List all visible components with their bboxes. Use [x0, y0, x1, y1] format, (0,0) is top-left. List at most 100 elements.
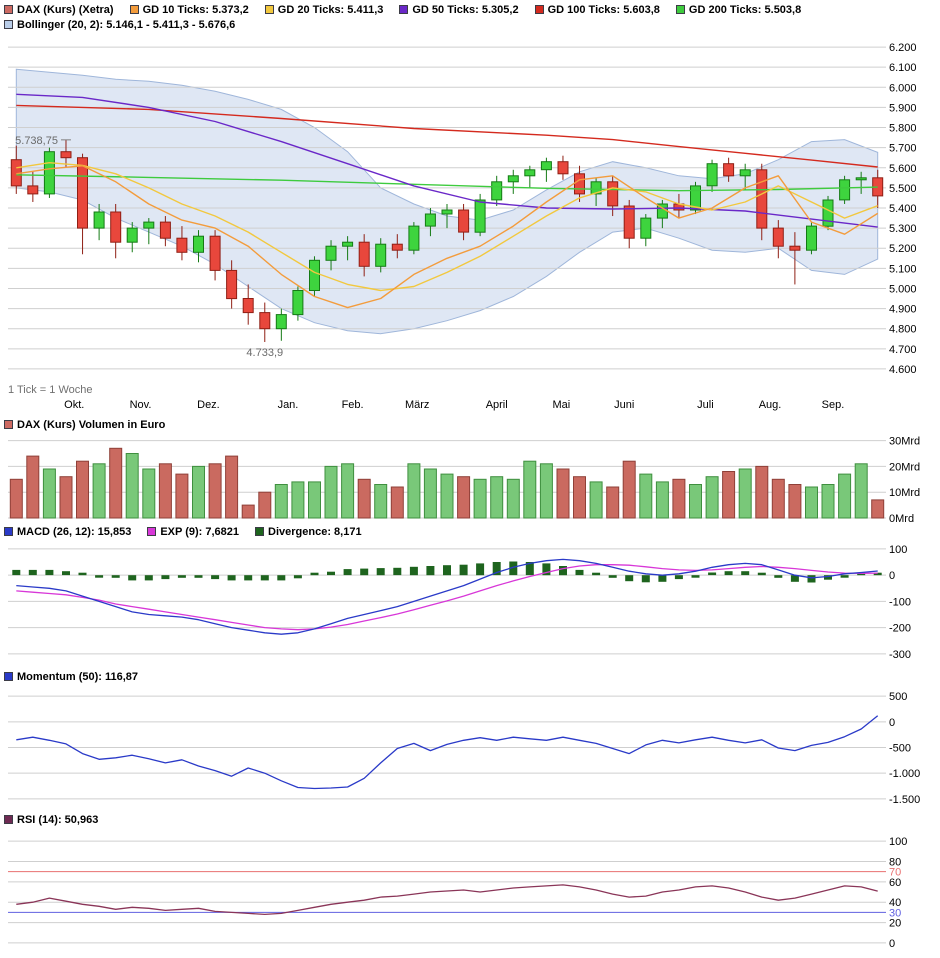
svg-text:5.738,75: 5.738,75	[15, 135, 58, 147]
svg-text:6.000: 6.000	[889, 82, 917, 94]
legend-item-exp: EXP (9): 7,6821	[147, 526, 239, 538]
candles-layer	[10, 139, 884, 342]
svg-text:6.100: 6.100	[889, 62, 917, 74]
momentum-swatch-icon	[4, 672, 13, 681]
rsi-section-header: RSI (14): 50,963	[0, 812, 940, 827]
svg-text:4.733,9: 4.733,9	[246, 347, 283, 359]
svg-text:60: 60	[889, 877, 901, 889]
svg-text:März: März	[405, 399, 429, 411]
svg-text:1 Tick = 1 Woche: 1 Tick = 1 Woche	[8, 384, 92, 396]
divergence-histogram	[12, 561, 882, 583]
momentum-legend-label: Momentum (50): 116,87	[17, 670, 139, 683]
volume-chart: 30Mrd 20Mrd 10Mrd 0Mrd	[8, 436, 920, 524]
svg-text:5.300: 5.300	[889, 223, 917, 235]
bollinger-swatch-icon	[4, 20, 13, 29]
svg-text:-1.000: -1.000	[889, 768, 920, 780]
svg-text:500: 500	[889, 691, 907, 703]
macd-chart: 100 0 -100 -200 -300	[8, 544, 911, 661]
svg-text:100: 100	[889, 836, 907, 848]
macd-grid: 100 0 -100 -200 -300	[8, 544, 911, 661]
svg-text:0: 0	[889, 717, 895, 729]
svg-text:-500: -500	[889, 742, 911, 754]
legend-item-macd: MACD (26, 12): 15,853	[4, 526, 131, 538]
svg-text:Sep.: Sep.	[822, 399, 845, 411]
svg-text:40: 40	[889, 897, 901, 909]
svg-text:-1.500: -1.500	[889, 794, 920, 806]
svg-text:5.000: 5.000	[889, 283, 917, 295]
gd200-swatch-icon	[675, 5, 685, 14]
legend-item-gd200: GD 200 Ticks: 5.503,8	[675, 3, 802, 16]
svg-text:4.800: 4.800	[889, 324, 917, 336]
exp-legend-label: EXP (9): 7,6821	[160, 525, 240, 538]
svg-text:100: 100	[889, 544, 907, 556]
svg-text:5.200: 5.200	[889, 243, 917, 255]
svg-text:70: 70	[889, 867, 901, 879]
bollinger-legend-row: Bollinger (20, 2): 5.146,1 - 5.411,3 - 5…	[0, 17, 940, 32]
legend-item-bollinger: Bollinger (20, 2): 5.146,1 - 5.411,3 - 5…	[4, 19, 235, 31]
svg-text:0: 0	[889, 938, 895, 950]
rsi-chart: 100 80 60 40 20 0 70 30	[8, 836, 907, 950]
divergence-legend-label: Divergence: 8,171	[268, 525, 362, 538]
volume-bars	[9, 447, 885, 519]
svg-text:Nov.: Nov.	[130, 399, 152, 411]
rsi-line	[16, 884, 878, 916]
svg-text:20Mrd: 20Mrd	[889, 461, 920, 473]
svg-text:5.900: 5.900	[889, 102, 917, 114]
legend-item-volume: DAX (Kurs) Volumen in Euro	[4, 419, 165, 431]
svg-text:5.800: 5.800	[889, 123, 917, 135]
volume-section-title: DAX (Kurs) Volumen in Euro	[17, 418, 166, 431]
dax-swatch-icon	[4, 5, 13, 14]
rsi-legend-label: RSI (14): 50,963	[17, 813, 99, 826]
legend-item-momentum: Momentum (50): 116,87	[4, 671, 138, 683]
gd10-swatch-icon	[129, 5, 139, 14]
svg-text:5.500: 5.500	[889, 183, 917, 195]
volume-section-header: DAX (Kurs) Volumen in Euro	[0, 417, 940, 432]
rsi-swatch-icon	[4, 815, 13, 824]
legend-item-divergence: Divergence: 8,171	[255, 526, 362, 538]
legend-item-gd10: GD 10 Ticks: 5.373,2	[129, 3, 249, 16]
legend-label-gd20: GD 20 Ticks: 5.411,3	[277, 3, 384, 16]
legend-label-gd10: GD 10 Ticks: 5.373,2	[142, 3, 249, 16]
svg-text:Juli: Juli	[697, 399, 714, 411]
svg-text:20: 20	[889, 918, 901, 930]
svg-text:Aug.: Aug.	[759, 399, 782, 411]
legend-label-gd200: GD 200 Ticks: 5.503,8	[688, 3, 802, 16]
svg-text:5.600: 5.600	[889, 163, 917, 175]
legend-item-dax: DAX (Kurs) (Xetra)	[4, 4, 114, 16]
exp-line	[16, 564, 878, 631]
legend-label-gd50: GD 50 Ticks: 5.305,2	[412, 3, 519, 16]
divergence-swatch-icon	[255, 527, 265, 536]
gd-lines	[16, 93, 879, 309]
svg-text:4.700: 4.700	[889, 344, 917, 356]
rsi-grid: 100 80 60 40 20 0	[8, 836, 907, 950]
svg-text:Dez.: Dez.	[197, 399, 220, 411]
legend-label-bollinger: Bollinger (20, 2): 5.146,1 - 5.411,3 - 5…	[17, 18, 236, 31]
price-chart: 6.200 6.100 6.000 5.900 5.800 5.700 5.600 5.500…	[8, 42, 917, 411]
svg-text:80: 80	[889, 857, 901, 869]
gd50-swatch-icon	[399, 5, 409, 14]
svg-text:-100: -100	[889, 596, 911, 608]
legend-item-gd20: GD 20 Ticks: 5.411,3	[264, 3, 384, 16]
svg-text:4.600: 4.600	[889, 364, 917, 376]
svg-text:Okt.: Okt.	[64, 399, 84, 411]
price-legend-row: DAX (Kurs) (Xetra) GD 10 Ticks: 5.373,2 …	[0, 2, 940, 17]
svg-text:5.400: 5.400	[889, 203, 917, 215]
legend-item-gd100: GD 100 Ticks: 5.603,8	[534, 3, 660, 16]
svg-text:Feb.: Feb.	[342, 399, 364, 411]
macd-line	[16, 558, 878, 635]
svg-text:April: April	[486, 399, 508, 411]
rsi-threshold-lines: 70 30	[8, 867, 901, 919]
svg-text:-200: -200	[889, 623, 911, 635]
svg-text:5.100: 5.100	[889, 263, 917, 275]
macd-section-header: MACD (26, 12): 15,853 EXP (9): 7,6821 Di…	[0, 524, 940, 539]
svg-text:0Mrd: 0Mrd	[889, 513, 914, 524]
legend-label-dax: DAX (Kurs) (Xetra)	[17, 3, 114, 16]
svg-text:30Mrd: 30Mrd	[889, 436, 920, 448]
svg-text:Jan.: Jan.	[278, 399, 299, 411]
legend-label-gd100: GD 100 Ticks: 5.603,8	[547, 3, 660, 16]
macd-legend-label: MACD (26, 12): 15,853	[17, 525, 132, 538]
svg-text:4.900: 4.900	[889, 304, 917, 316]
macd-swatch-icon	[4, 527, 13, 536]
momentum-grid: 500 0 -500 -1.000 -1.500	[8, 691, 920, 806]
